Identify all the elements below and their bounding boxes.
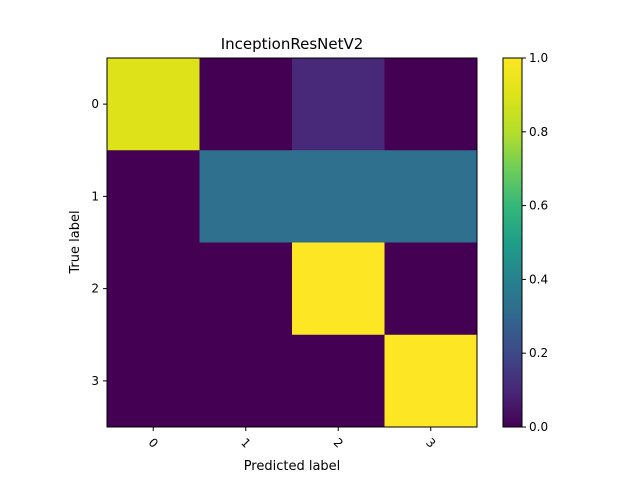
heatmap-cell-r3-c2 (292, 334, 385, 428)
heatmap-cell-r1-c3 (384, 150, 478, 243)
heatmap-cell-r3-c0 (107, 334, 200, 428)
y-axis-label: True label (68, 210, 83, 274)
colorbar-tick-label: 0.8 (529, 125, 548, 139)
heatmap-cell-r2-c1 (199, 242, 293, 336)
y-tick-label: 0 (91, 97, 99, 111)
chart-title: InceptionResNetV2 (221, 35, 364, 53)
colorbar-tick-label: 1.0 (529, 51, 548, 65)
heatmap-cell-r0-c3 (384, 58, 478, 151)
x-axis-ticks: 0 1 2 3 (146, 427, 438, 451)
x-tick-label: 3 (423, 435, 438, 450)
heatmap-cell-r0-c1 (199, 58, 293, 151)
heatmap-cell-r3-c1 (199, 334, 293, 428)
x-tick-label: 2 (331, 435, 346, 450)
y-tick-label: 3 (91, 374, 99, 388)
colorbar-ticks: 0.0 0.2 0.4 0.6 0.8 1.0 (522, 51, 548, 434)
y-axis-ticks: 0 1 2 3 (91, 97, 107, 388)
heatmap-cell-r1-c2 (292, 150, 385, 243)
heatmap-cells (107, 58, 478, 428)
colorbar-tick-label: 0.2 (529, 346, 548, 360)
heatmap-cell-r1-c1 (199, 150, 293, 243)
heatmap-cell-r2-c2 (292, 242, 385, 336)
x-tick-label: 1 (238, 435, 253, 450)
heatmap-cell-r2-c3 (384, 242, 478, 336)
heatmap-cell-r3-c3 (384, 334, 478, 428)
plot-frame (106, 57, 478, 428)
colorbar-tick-label: 0.4 (529, 272, 548, 286)
colorbar (502, 57, 523, 428)
y-tick-label: 2 (91, 282, 99, 296)
x-axis-label: Predicted label (244, 459, 341, 474)
heatmap-cell-r1-c0 (107, 150, 200, 243)
heatmap-cell-r0-c0 (107, 58, 200, 151)
colorbar-tick-label: 0.6 (529, 199, 548, 213)
heatmap-cell-r0-c2 (292, 58, 385, 151)
y-tick-label: 1 (91, 189, 99, 203)
heatmap-cell-r2-c0 (107, 242, 200, 336)
x-tick-label: 0 (146, 435, 161, 450)
colorbar-tick-label: 0.0 (529, 420, 548, 434)
